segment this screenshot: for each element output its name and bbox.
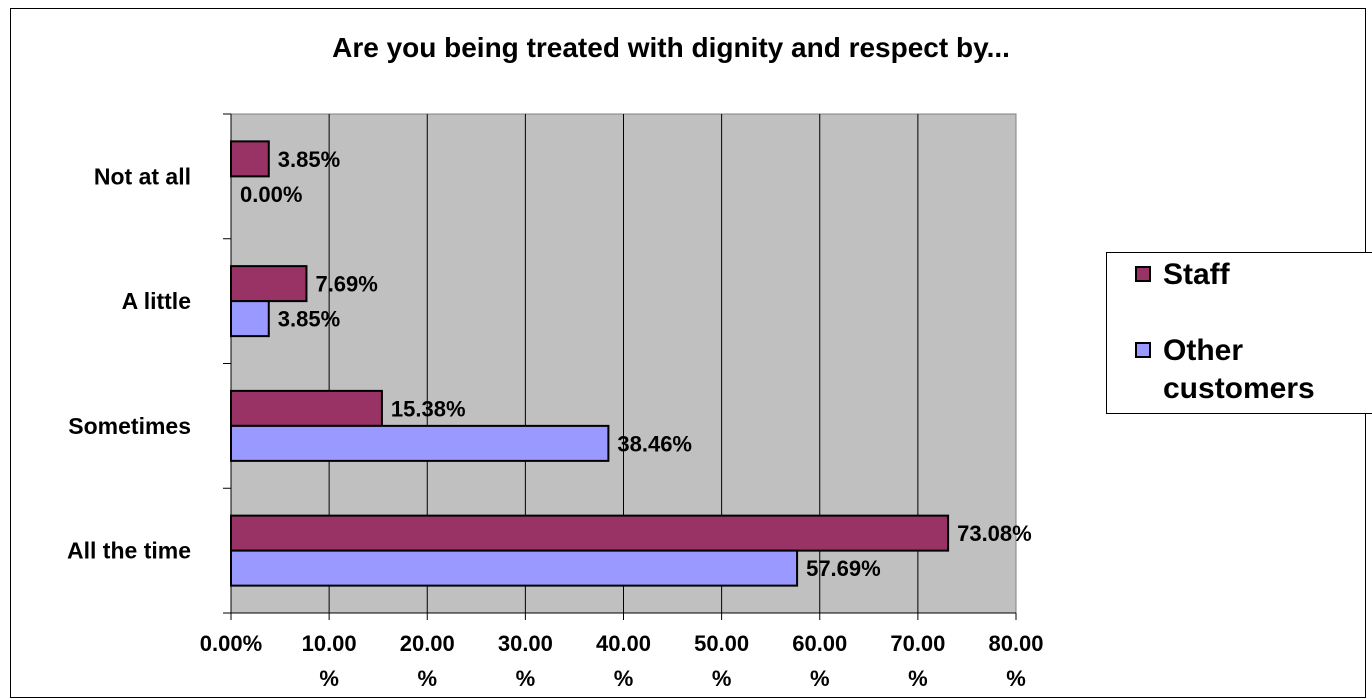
category-label: Not at all xyxy=(94,163,191,189)
bar-staff xyxy=(230,265,308,303)
x-tick-label: 60.00% xyxy=(792,631,847,691)
bar-staff xyxy=(230,514,950,552)
x-tick-label: 50.00% xyxy=(694,631,749,691)
legend-label-other-customers: Other customers xyxy=(1163,334,1315,405)
data-label: 38.46% xyxy=(617,431,692,456)
data-label: 7.69% xyxy=(315,272,377,297)
x-tick-label: 70.00% xyxy=(890,631,945,691)
chart-frame: Are you being treated with dignity and r… xyxy=(10,8,1372,698)
data-label: 3.85% xyxy=(278,147,340,172)
data-label: 73.08% xyxy=(957,521,1032,546)
x-tick-label: 0.00% xyxy=(200,631,262,656)
bar-chart: Are you being treated with dignity and r… xyxy=(67,32,1044,691)
legend-item-staff: Staff xyxy=(1135,256,1363,294)
legend: Staff Other customers xyxy=(1106,252,1372,414)
category-label: A little xyxy=(122,288,191,314)
bar-other-customers xyxy=(230,424,610,462)
data-label: 3.85% xyxy=(278,307,340,332)
data-label: 57.69% xyxy=(806,556,881,581)
legend-swatch-staff xyxy=(1135,266,1151,282)
x-tick-label: 10.00% xyxy=(302,631,357,691)
data-label: 0.00% xyxy=(240,182,302,207)
legend-item-other-customers: Other customers xyxy=(1135,332,1363,408)
chart-title: Are you being treated with dignity and r… xyxy=(332,32,1010,63)
legend-swatch-other-customers xyxy=(1135,342,1151,358)
x-tick-label: 40.00% xyxy=(596,631,651,691)
category-label: All the time xyxy=(67,538,191,564)
bar-staff xyxy=(230,389,383,427)
bar-other-customers xyxy=(230,549,799,587)
x-tick-label: 20.00% xyxy=(400,631,455,691)
x-tick-label: 30.00% xyxy=(498,631,553,691)
legend-label-staff: Staff xyxy=(1163,258,1230,291)
bar-staff xyxy=(230,140,270,178)
bar-other-customers xyxy=(230,300,270,338)
data-label: 15.38% xyxy=(391,396,466,421)
category-label: Sometimes xyxy=(68,413,191,439)
x-tick-label: 80.00% xyxy=(988,631,1043,691)
